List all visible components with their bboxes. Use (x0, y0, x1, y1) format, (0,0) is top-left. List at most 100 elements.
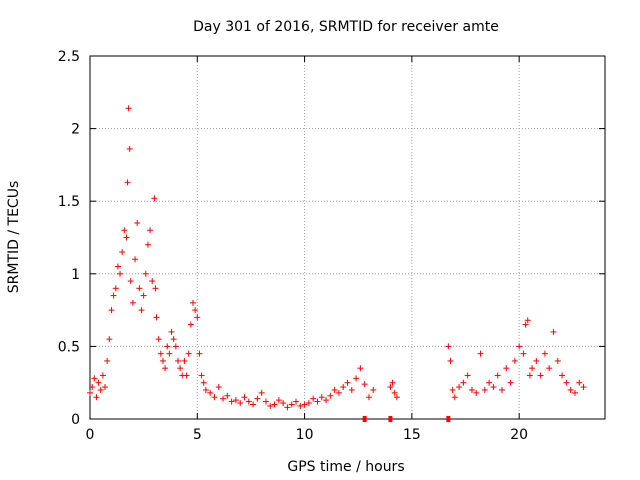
data-point (129, 299, 136, 306)
data-point (241, 394, 248, 401)
data-point (507, 379, 514, 386)
x-axis-label: GPS time / hours (287, 459, 404, 475)
data-point (202, 386, 209, 393)
data-point (267, 402, 274, 409)
data-point (157, 350, 164, 357)
data-point (284, 404, 291, 411)
data-point (117, 270, 124, 277)
data-point (318, 394, 325, 401)
data-point (490, 384, 497, 391)
data-point (327, 392, 334, 399)
data-point (389, 379, 396, 386)
plot-frame (89, 55, 606, 420)
y-tick-label: 0 (71, 412, 80, 428)
x-tick-label: 5 (193, 427, 202, 443)
x-tick-label: 15 (403, 427, 421, 443)
data-point (357, 365, 364, 372)
data-point (323, 397, 330, 404)
zero-point (388, 416, 393, 422)
data-point (164, 343, 171, 350)
data-point (520, 350, 527, 357)
data-point (305, 400, 312, 407)
data-point (215, 384, 222, 391)
data-points (87, 105, 587, 422)
data-point (177, 365, 184, 372)
y-tick-label: 1.5 (58, 194, 80, 210)
data-point (200, 379, 207, 386)
data-point (391, 389, 398, 396)
y-tick-labels: 0 0.5 1 1.5 2 2.5 (58, 49, 80, 428)
data-point (456, 384, 463, 391)
data-point (166, 350, 173, 357)
data-point (250, 401, 257, 408)
data-point (529, 365, 536, 372)
data-point (254, 395, 261, 402)
x-tick-label: 20 (510, 427, 528, 443)
data-point (155, 336, 162, 343)
data-point (353, 375, 360, 382)
data-point (447, 357, 454, 364)
data-point (554, 357, 561, 364)
data-point (335, 389, 342, 396)
data-point (464, 372, 471, 379)
y-tick-label: 1 (71, 267, 80, 283)
data-point (174, 357, 181, 364)
data-point (108, 307, 115, 314)
data-point (162, 365, 169, 372)
data-point (258, 389, 265, 396)
data-point (147, 227, 154, 234)
data-point (522, 321, 529, 328)
data-point (93, 394, 100, 401)
data-point (142, 270, 149, 277)
data-point (288, 401, 295, 408)
data-point (119, 249, 126, 256)
data-point (494, 372, 501, 379)
data-point (567, 386, 574, 393)
data-point (140, 292, 147, 299)
data-point (503, 365, 510, 372)
data-point (91, 375, 98, 382)
data-point (102, 384, 109, 391)
data-point (138, 307, 145, 314)
data-point (451, 394, 458, 401)
data-point (125, 105, 132, 112)
data-point (192, 307, 199, 314)
data-point (132, 256, 139, 263)
x-tick-labels: 0 5 10 15 20 (86, 427, 529, 443)
data-point (361, 381, 368, 388)
data-point (224, 392, 231, 399)
data-point (211, 394, 218, 401)
data-point (237, 400, 244, 407)
data-point (99, 372, 106, 379)
data-point (393, 394, 400, 401)
data-point (228, 398, 235, 405)
data-point (314, 398, 321, 405)
x-tick-label: 10 (296, 427, 314, 443)
data-point (104, 357, 111, 364)
data-point (112, 285, 119, 292)
data-point (110, 292, 117, 299)
data-point (207, 389, 214, 396)
data-point (172, 343, 179, 350)
data-point (185, 350, 192, 357)
axis-ticks (89, 55, 605, 420)
data-point (546, 365, 553, 372)
data-point (187, 321, 194, 328)
data-point (533, 357, 540, 364)
data-point (151, 195, 158, 202)
data-point (449, 386, 456, 393)
data-point (563, 379, 570, 386)
data-point (121, 227, 128, 234)
data-point (126, 145, 133, 152)
data-point (580, 384, 587, 391)
data-point (301, 401, 308, 408)
data-point (153, 314, 160, 321)
data-point (310, 395, 317, 402)
data-point (245, 398, 252, 405)
data-point (190, 299, 196, 306)
data-point (275, 397, 282, 404)
data-point (516, 343, 523, 350)
y-tick-label: 2.5 (58, 49, 80, 65)
data-point (541, 350, 548, 357)
